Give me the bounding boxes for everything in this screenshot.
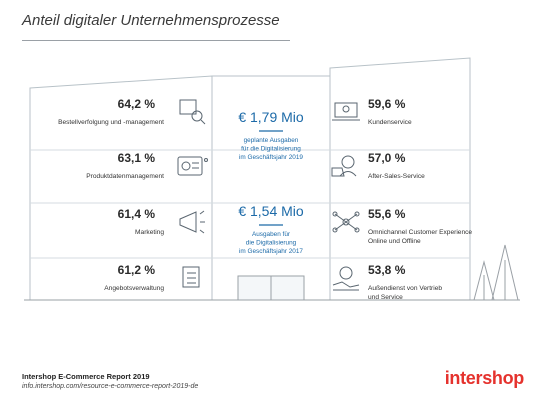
right-value-4: 53,8 %	[368, 263, 406, 277]
footer-url[interactable]: info.intershop.com/resource-e-commerce-r…	[22, 383, 199, 390]
right-label-4-2: und Service	[368, 294, 403, 301]
left-value-1: 64,2 %	[118, 97, 156, 111]
center-value-2: € 1,54 Mio	[238, 203, 304, 219]
center-label-1-2: für die Digitalisierung	[241, 146, 301, 153]
brand-logo: intershop	[444, 368, 525, 388]
page-title: Anteil digitaler Unternehmensprozesse	[22, 12, 280, 29]
left-label-4: Angebotsverwaltung	[104, 285, 164, 292]
network-icon	[332, 211, 360, 233]
right-label-2-1: After-Sales-Service	[368, 173, 425, 180]
tree-decoration	[473, 244, 519, 301]
left-value-4: 61,2 %	[118, 263, 156, 277]
right-label-1-1: Kundenservice	[368, 119, 412, 126]
dashboard-icon	[177, 156, 208, 176]
center-value-1: € 1,79 Mio	[238, 109, 304, 125]
left-value-3: 61,4 %	[118, 207, 156, 221]
left-value-2: 63,1 %	[118, 151, 156, 165]
center-label-2-1: Ausgaben für	[252, 231, 291, 238]
support-laptop-icon	[332, 102, 360, 121]
handshake-icon	[332, 266, 360, 291]
right-label-4-1: Außendienst von Vertrieb	[368, 285, 442, 292]
building-center-tower	[211, 75, 331, 301]
left-label-3: Marketing	[135, 229, 164, 236]
center-label-2-2: die Digitalisierung	[246, 240, 297, 247]
checklist-icon	[182, 266, 200, 288]
left-label-1: Bestellverfolgung und -management	[58, 119, 164, 126]
package-search-icon	[179, 99, 206, 125]
right-value-2: 57,0 %	[368, 151, 406, 165]
right-label-3-2: Online und Offline	[368, 238, 421, 245]
megaphone-icon	[179, 210, 205, 234]
center-label-2-3: im Geschäftsjahr 2017	[239, 248, 303, 255]
right-value-3: 55,6 %	[368, 207, 406, 221]
headset-agent-icon	[331, 155, 357, 177]
right-value-1: 59,6 %	[368, 97, 406, 111]
center-label-1-3: im Geschäftsjahr 2019	[239, 154, 303, 161]
right-label-3-1: Omnichannel Customer Experience	[368, 229, 472, 236]
left-label-2: Produktdatenmanagement	[86, 173, 164, 180]
footer-source: Intershop E-Commerce Report 2019	[22, 372, 150, 381]
title-divider	[22, 40, 290, 41]
center-label-1-1: geplante Ausgaben	[244, 137, 299, 144]
